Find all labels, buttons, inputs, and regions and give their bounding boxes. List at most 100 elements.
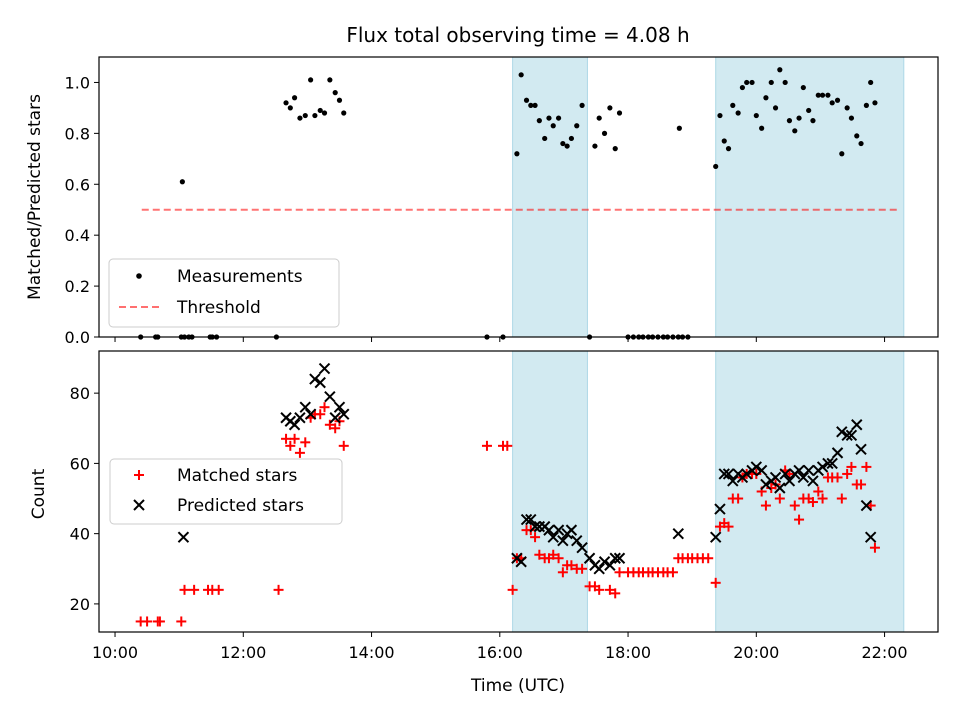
matched-star-point	[774, 493, 785, 504]
measurement-point	[725, 146, 732, 152]
predicted-star-point	[299, 401, 311, 413]
measurement-point	[739, 84, 746, 91]
top-legend: Measurements Threshold	[108, 258, 340, 328]
predicted-star-point	[552, 524, 565, 536]
measurement-point	[302, 112, 308, 119]
measurement-point	[341, 110, 347, 116]
measurement-point	[721, 138, 727, 144]
legend-predicted-marker	[133, 499, 145, 511]
matched-star-point	[142, 616, 153, 627]
predicted-star-point	[324, 390, 336, 403]
measurement-point	[616, 110, 623, 116]
x-tick-label: 14:00	[348, 643, 394, 662]
predicted-star-point	[845, 429, 858, 442]
matched-star-point	[502, 440, 513, 451]
predicted-star-point	[294, 412, 306, 424]
bottom-ticks: 10:00 12:00 14:00 16:00 18:00 20:00 22:00 20 40 6…	[70, 384, 908, 662]
measurement-point	[596, 115, 602, 121]
measurement-point	[829, 100, 835, 106]
measurement-point	[848, 115, 855, 121]
measurement-point	[844, 105, 850, 111]
predicted-star-point	[755, 464, 768, 477]
measurement-point	[327, 77, 333, 83]
predicted-star-point	[714, 503, 726, 515]
predicted-star-point	[864, 531, 877, 543]
x-tick-label: 10:00	[92, 643, 138, 662]
measurement-point	[542, 135, 548, 142]
matched-star-point	[667, 567, 678, 578]
predicted-star-point	[557, 534, 569, 547]
predicted-star-point	[314, 376, 326, 389]
predicted-star-point	[793, 464, 805, 477]
legend-matched-marker	[134, 470, 144, 480]
matched-star-point	[832, 472, 843, 483]
measurement-point	[854, 133, 860, 139]
matched-star-point	[794, 514, 805, 525]
predicted-star-point	[515, 556, 527, 568]
y-tick-label: 0.6	[65, 175, 90, 194]
measurement-point	[730, 102, 736, 108]
predicted-star-point	[604, 559, 616, 571]
matched-star-point	[338, 440, 349, 451]
matched-star-point	[530, 532, 541, 543]
bottom-axes-frame	[98, 350, 939, 633]
matched-star-point	[189, 584, 200, 595]
legend-measurements-label: Measurements	[177, 267, 303, 287]
top-ticks: 0.0 0.2 0.4 0.6 0.8 1.0	[65, 73, 886, 347]
predicted-star-point	[727, 475, 739, 487]
predicted-star-point	[613, 552, 626, 564]
predicted-star-point	[576, 541, 588, 554]
measurement-point	[858, 140, 864, 147]
predicted-star-point	[304, 408, 317, 420]
predicted-star-point	[338, 408, 350, 420]
predicted-star-point	[609, 552, 621, 564]
measurement-point	[717, 112, 723, 119]
matched-star-point	[179, 584, 190, 595]
predicted-star-point	[565, 524, 578, 536]
measurement-point	[574, 123, 580, 129]
matched-star-point	[813, 486, 824, 497]
measurement-point	[536, 118, 542, 124]
matched-star-point	[789, 500, 800, 511]
matched-star-point	[610, 588, 621, 599]
predicted-star-point	[860, 499, 873, 512]
chart-title: Flux total observing time = 4.08 h	[346, 23, 689, 47]
measurement-point	[777, 67, 783, 73]
y-tick-label: 80	[70, 384, 90, 403]
matched-star-point	[604, 584, 615, 595]
measurement-point	[749, 79, 755, 86]
predicted-star-point	[718, 468, 730, 480]
measurement-point	[763, 95, 769, 101]
bottom-shaded-intervals	[512, 350, 905, 633]
matched-star-point	[154, 616, 165, 627]
predicted-star-point	[333, 401, 346, 413]
y-tick-label: 20	[70, 595, 90, 614]
measurement-point	[336, 97, 343, 103]
predicted-star-point	[593, 563, 605, 575]
measurement-point	[868, 79, 874, 86]
measurement-point	[568, 135, 575, 142]
matched-star-point	[836, 493, 847, 504]
measurement-point	[815, 92, 821, 98]
bottom-panel: Count Time (UTC) 10:00 12:00 14:00 16:00 18:…	[29, 350, 939, 696]
measurement-point	[676, 125, 682, 131]
predicted-star-point	[598, 556, 611, 568]
measurement-point	[800, 84, 806, 91]
matched-star-point	[330, 423, 341, 434]
measurement-point	[819, 92, 826, 98]
measurement-point	[532, 102, 538, 108]
y-tick-label: 1.0	[65, 73, 90, 92]
predicted-star-point	[529, 520, 541, 533]
measurement-point	[839, 151, 845, 157]
matched-star-point	[703, 553, 714, 564]
predicted-star-point	[525, 513, 537, 526]
measurement-point	[555, 115, 562, 121]
predicted-star-point	[547, 531, 559, 543]
matched-star-point	[481, 440, 492, 451]
predicted-star-point	[783, 475, 796, 487]
predicted-star-point	[831, 447, 844, 459]
matched-star-point	[566, 560, 577, 571]
matched-star-point	[289, 433, 300, 444]
matched-star-point	[817, 493, 828, 504]
matched-star-point	[315, 409, 326, 420]
